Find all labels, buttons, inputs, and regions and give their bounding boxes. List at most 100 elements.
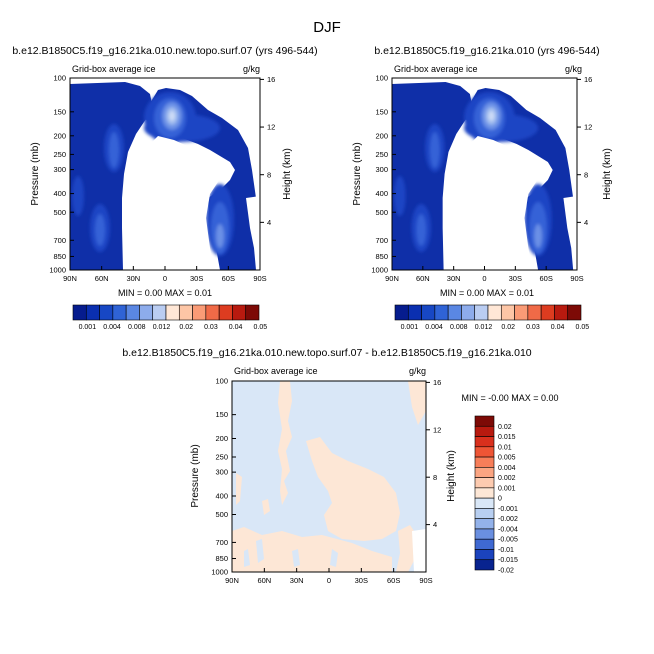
panel-b-ytick-label: 300 [375, 165, 388, 174]
panel-b-subtitle-left: Grid-box average ice [394, 64, 478, 74]
panel-a-colorbar-swatch [99, 304, 114, 321]
panel-a-plot [70, 78, 260, 270]
panel-c-colorbar-label: -0.002 [498, 516, 518, 523]
panel-b-colorbar-swatch [461, 304, 476, 321]
panel-c-ytick-label: 850 [215, 554, 228, 563]
panel-c-xtick-label: 30N [290, 576, 304, 585]
panel-c-colorbar-swatch [474, 538, 495, 550]
panel-c-colorbar-label: 0.02 [498, 424, 512, 431]
panel-b-xtick-label: 30N [447, 274, 461, 283]
panel-c-plot [232, 381, 426, 572]
panel-b-stats: MIN = 0.00 MAX = 0.01 [440, 288, 534, 298]
panel-b-colorbar-label: 0.001 [401, 324, 419, 331]
panel-c-colorbar-label: -0.015 [498, 557, 518, 564]
panel-a-ytick-label: 400 [53, 189, 66, 198]
panel-c-xtick-label: 90N [225, 576, 239, 585]
panel-b-ytick-right-label: 16 [584, 75, 592, 84]
panel-c-colorbar-swatch [474, 425, 495, 437]
panel-a-colorbar-swatch [218, 304, 233, 321]
panel-c-colorbar-label: -0.001 [498, 506, 518, 513]
panel-b-colorbar-label: 0.004 [425, 324, 443, 331]
figure-title: DJF [313, 19, 341, 36]
panel-c-ylabel: Pressure (mb) [190, 444, 201, 507]
panel-a-colorbar-label: 0.04 [229, 324, 243, 331]
panel-c-ytick-right-label: 16 [433, 378, 441, 387]
panel-b-subtitle-right: g/kg [565, 64, 582, 74]
panel-b-colorbar-swatch [434, 304, 449, 321]
panel-a-colorbar-label: 0.001 [79, 324, 97, 331]
panel-c-xtick-label: 90S [419, 576, 432, 585]
panel-b-ytick-label: 1000 [371, 266, 388, 275]
panel-b-ytick-label: 150 [375, 107, 388, 116]
panel-a-xtick-label: 60N [95, 274, 109, 283]
panel-c-title: b.e12.B1850C5.f19_g16.21ka.010.new.topo.… [122, 347, 531, 359]
panel-c-colorbar-swatch [474, 487, 495, 499]
panel-a-ytick-right-label: 16 [267, 75, 275, 84]
panel-a-colorbar-swatch [232, 304, 247, 321]
panel-c-colorbar-swatch [474, 436, 495, 448]
panel-b-colorbar-label: 0.02 [501, 324, 515, 331]
panel-c-ytick-label: 400 [215, 492, 228, 501]
panel-a-colorbar-swatch [178, 304, 193, 321]
panel-a-colorbar-label: 0.004 [103, 324, 121, 331]
panel-c-colorbar-label: 0 [498, 496, 502, 503]
panel-b-colorbar-swatch [394, 304, 409, 321]
panel-c-xtick-label: 30S [355, 576, 368, 585]
panel-b-colorbar-label: 0.012 [475, 324, 493, 331]
panel-c-colorbar-label: 0.01 [498, 444, 512, 451]
panel-c-ytick-right-label: 4 [433, 520, 437, 529]
panel-a-title: b.e12.B1850C5.f19_g16.21ka.010.new.topo.… [12, 45, 317, 57]
panel-a-subtitle-right: g/kg [243, 64, 260, 74]
panel-a-ytick-label: 300 [53, 165, 66, 174]
panel-c: b.e12.B1850C5.f19_g16.21ka.010.new.topo.… [122, 347, 558, 585]
panel-a-colorbar-swatch [85, 304, 100, 321]
panel-b-ytick-label: 200 [375, 131, 388, 140]
panel-b-ytick-right-label: 12 [584, 123, 592, 132]
panel-b-colorbar-swatch [447, 304, 462, 321]
panel-b-colorbar-swatch [554, 304, 569, 321]
panel-b-colorbar-label: 0.03 [526, 324, 540, 331]
panel-a-ytick-label: 500 [53, 208, 66, 217]
panel-c-ytick-label: 250 [215, 453, 228, 462]
panel-a-xtick-label: 30N [126, 274, 140, 283]
panel-c-colorbar-swatch [474, 467, 495, 478]
panel-a-ytick-label: 700 [53, 236, 66, 245]
panel-b-colorbar-label: 0.04 [551, 324, 565, 331]
panel-c-subtitle-left: Grid-box average ice [234, 366, 318, 376]
panel-a-xtick-label: 90N [63, 274, 77, 283]
panel-c-colorbar-label: 0.004 [498, 465, 516, 472]
panel-c-ytick-label: 700 [215, 538, 228, 547]
panel-b-colorbar-swatch [527, 304, 542, 321]
panel-c-ytick-label: 300 [215, 468, 228, 477]
panel-a-ylabel: Pressure (mb) [30, 142, 41, 205]
panel-a-colorbar-swatch [205, 304, 220, 321]
panel-a: b.e12.B1850C5.f19_g16.21ka.010.new.topo.… [12, 45, 317, 331]
panel-b-colorbar-swatch [567, 304, 582, 321]
panel-b-colorbar-swatch [407, 304, 422, 321]
panel-b-colorbar-swatch [514, 304, 529, 321]
panel-b-ylabel-right: Height (km) [602, 148, 613, 200]
panel-b-ytick-label: 400 [375, 189, 388, 198]
panel-c-colorbar-swatch [474, 518, 495, 530]
panel-c-ytick-label: 100 [215, 377, 228, 386]
panel-c-colorbar-label: -0.01 [498, 547, 514, 554]
panel-c-colorbar-swatch [474, 549, 495, 561]
panel-a-colorbar-swatch [112, 304, 127, 321]
panel-b-ytick-label: 850 [375, 252, 388, 261]
panel-c-ytick-right-label: 8 [433, 473, 437, 482]
panel-b-xtick-label: 60N [416, 274, 430, 283]
panel-c-colorbar-swatch [474, 477, 495, 489]
panel-a-colorbar-label: 0.03 [204, 324, 218, 331]
panel-b-colorbar-swatch [500, 304, 515, 321]
panel-a-ylabel-right: Height (km) [282, 148, 293, 200]
panel-c-colorbar-label: 0.002 [498, 475, 516, 482]
panel-b-xtick-label: 30S [509, 274, 522, 283]
panel-c-colorbar-label: 0.015 [498, 434, 516, 441]
panel-b-colorbar-label: 0.008 [450, 324, 468, 331]
panel-b-xtick-label: 0 [482, 274, 486, 283]
panel-a-xtick-label: 30S [190, 274, 203, 283]
panel-c-colorbar-swatch [474, 508, 495, 519]
panel-c-colorbar-swatch [474, 446, 495, 458]
panel-c-subtitle-right: g/kg [409, 366, 426, 376]
